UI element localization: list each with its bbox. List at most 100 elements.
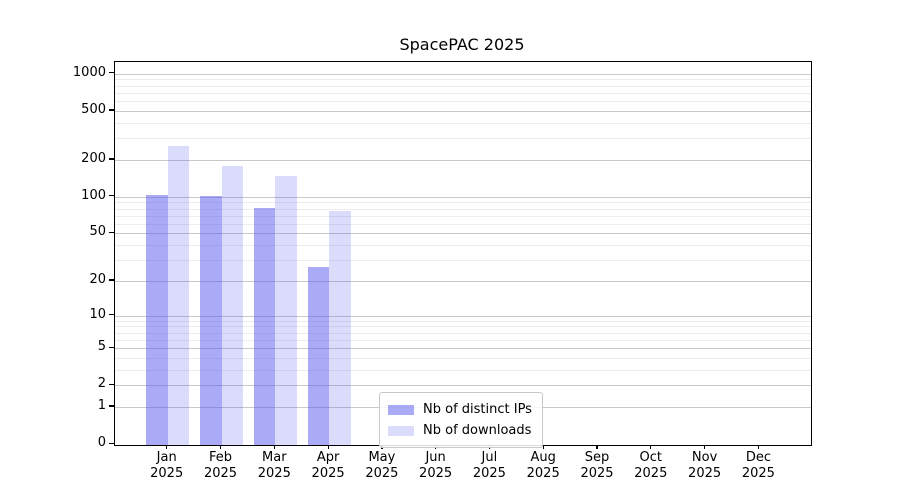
x-tick-month: Jul: [481, 450, 498, 465]
x-tick-mark: [542, 444, 544, 449]
chart-title: SpacePAC 2025: [399, 35, 525, 54]
gridline-minor: [115, 369, 811, 371]
gridline-minor: [115, 215, 811, 217]
x-tick-mark: [327, 444, 329, 449]
gridline-minor: [115, 122, 811, 124]
x-tick-year: 2025: [150, 465, 184, 481]
legend-item-downloads: Nb of downloads: [388, 420, 533, 441]
y-tick-label-500: 500: [81, 101, 106, 117]
legend-swatch-downloads: [388, 425, 414, 436]
y-tick-label-100: 100: [81, 187, 106, 203]
x-tick-label-sep: Sep 2025: [565, 450, 629, 481]
plot-area: Nb of distinct IPs Nb of downloads: [114, 61, 812, 448]
x-tick-mark: [219, 444, 222, 449]
y-tick-mark: [109, 442, 114, 444]
gridline-minor: [115, 260, 811, 261]
y-tick-label-0: 0: [97, 435, 106, 450]
x-tick-label-nov: Nov 2025: [673, 450, 737, 481]
x-tick-mark: [166, 444, 168, 449]
y-tick-mark: [109, 314, 114, 316]
x-tick-month: Sep: [584, 450, 610, 465]
x-tick-label-may: May 2025: [350, 450, 414, 481]
gridline-minor: [115, 85, 811, 87]
x-tick-month: Dec: [745, 450, 771, 465]
legend-swatch-distinct-ips: [388, 404, 414, 415]
gridline-minor: [115, 357, 811, 359]
y-tick-label-200: 200: [81, 150, 106, 166]
bar-downloads-feb: [221, 166, 243, 445]
x-tick-month: Nov: [691, 450, 718, 465]
y-tick-mark: [109, 158, 114, 160]
x-tick-mark: [757, 444, 760, 449]
legend-item-distinct-ips: Nb of distinct IPs: [388, 399, 533, 420]
gridline-major: [115, 73, 811, 75]
x-tick-month: Apr: [316, 450, 340, 465]
gridline-major: [115, 196, 811, 198]
x-tick-year: 2025: [472, 465, 506, 481]
legend-label-distinct-ips: Nb of distinct IPs: [423, 402, 532, 417]
bar-distinct-ips-feb: [200, 195, 222, 445]
x-tick-label-aug: Aug 2025: [511, 450, 575, 481]
gridline-minor: [115, 326, 811, 328]
y-tick-mark: [109, 109, 114, 111]
y-tick-label-20: 20: [89, 271, 106, 287]
gridline-minor: [115, 339, 811, 341]
x-tick-mark: [650, 444, 652, 449]
gridline-minor: [115, 138, 811, 140]
y-tick-mark: [109, 195, 114, 197]
x-tick-year: 2025: [257, 465, 291, 481]
x-tick-mark: [704, 444, 706, 449]
x-tick-month: Jun: [425, 450, 446, 465]
bar-distinct-ips-apr: [307, 267, 330, 445]
y-tick-mark: [109, 383, 114, 385]
gridline-major: [115, 348, 811, 349]
x-tick-month: May: [368, 450, 396, 465]
x-tick-label-jun: Jun 2025: [404, 450, 468, 481]
x-tick-month: Mar: [262, 450, 287, 465]
legend: Nb of distinct IPs Nb of downloads: [379, 392, 543, 448]
x-tick-mark: [596, 444, 598, 449]
gridline-minor: [115, 245, 811, 246]
gridline-major: [115, 385, 811, 387]
y-tick-label-10: 10: [89, 306, 106, 322]
x-tick-label-mar: Mar 2025: [242, 450, 306, 481]
x-tick-mark: [273, 444, 275, 449]
gridline-minor: [115, 202, 811, 204]
x-tick-year: 2025: [419, 465, 453, 481]
bar-distinct-ips-jan: [146, 194, 168, 445]
bar-downloads-mar: [275, 175, 297, 445]
x-tick-year: 2025: [580, 465, 614, 481]
y-tick-label-1: 1: [97, 397, 106, 413]
y-tick-mark: [109, 346, 114, 348]
gridline-major: [115, 159, 811, 161]
x-tick-year: 2025: [203, 465, 238, 481]
bar-downloads-jan: [167, 145, 190, 445]
y-tick-label-50: 50: [89, 224, 106, 240]
gridline-minor: [115, 223, 811, 225]
x-tick-month: Aug: [530, 450, 556, 465]
bars-layer: [115, 62, 811, 445]
x-tick-month: Oct: [639, 450, 663, 465]
x-tick-year: 2025: [526, 465, 560, 481]
y-tick-mark: [109, 279, 114, 281]
x-tick-year: 2025: [365, 465, 399, 481]
x-tick-label-apr: Apr 2025: [296, 450, 360, 481]
bar-downloads-apr: [329, 211, 351, 445]
x-tick-label-feb: Feb 2025: [189, 450, 253, 481]
gridline-major: [115, 110, 811, 112]
legend-label-downloads: Nb of downloads: [423, 423, 532, 438]
x-tick-label-oct: Oct 2025: [619, 450, 683, 481]
x-tick-year: 2025: [311, 465, 345, 481]
gridline-minor: [115, 320, 811, 322]
x-tick-month: Jan: [156, 450, 177, 465]
bar-distinct-ips-mar: [253, 207, 276, 445]
y-tick-label-2: 2: [97, 376, 106, 392]
x-tick-label-jul: Jul 2025: [457, 450, 521, 481]
gridline-minor: [115, 79, 811, 81]
gridline-major: [115, 280, 811, 282]
gridline-minor: [115, 208, 811, 210]
y-tick-mark: [109, 72, 114, 74]
gridline-minor: [115, 92, 811, 94]
gridline-major: [115, 233, 811, 235]
